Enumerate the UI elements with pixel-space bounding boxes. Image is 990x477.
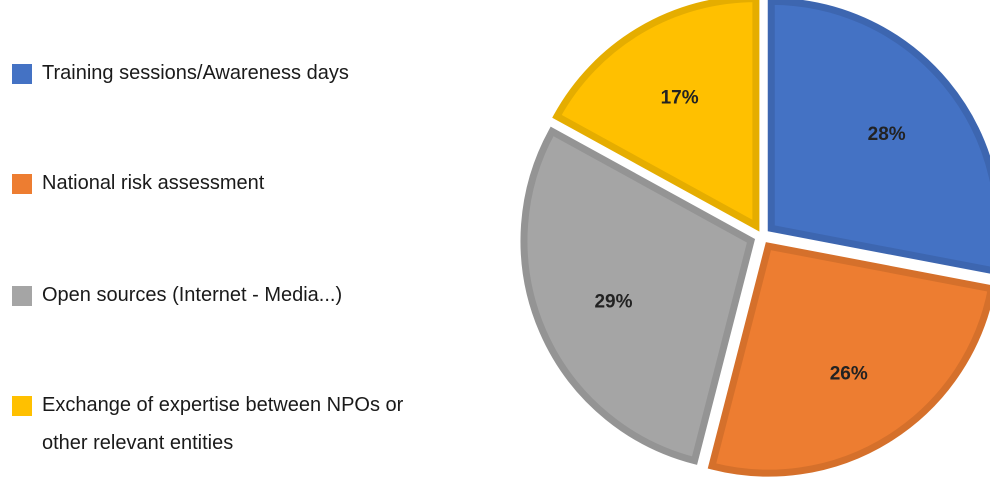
pie-slice-training [767, 0, 990, 274]
data-label-training: 28% [868, 124, 906, 145]
legend-label-exchange: Exchange of expertise between NPOs or ot… [42, 394, 404, 454]
legend-item-national-risk: National risk assessment [12, 170, 264, 202]
data-label-open-sources: 29% [594, 291, 632, 312]
legend-swatch-exchange [12, 396, 32, 416]
pie-slices [520, 0, 990, 477]
legend-label-open-sources: Open sources (Internet - Media...) [42, 284, 343, 306]
legend-item-open-sources: Open sources (Internet - Media...) [12, 282, 342, 314]
pie-slice-exchange [552, 0, 760, 232]
data-label-exchange: 17% [661, 88, 699, 109]
legend-swatch-national-risk [12, 174, 32, 194]
legend-item-training: Training sessions/Awareness days [12, 60, 349, 92]
legend-swatch-open-sources [12, 286, 32, 306]
legend-swatch-training [12, 64, 32, 84]
pie-slice-national-risk [707, 242, 990, 477]
pie-data-labels: 28% 26% 29% 17% [594, 88, 905, 385]
chart-legend: Training sessions/Awareness days Nationa… [12, 0, 482, 477]
legend-item-exchange: Exchange of expertise between NPOs or ot… [12, 392, 442, 462]
legend-label-national-risk: National risk assessment [42, 172, 265, 194]
data-label-national-risk: 26% [830, 364, 868, 385]
legend-label-training: Training sessions/Awareness days [42, 62, 349, 84]
pie-slice-open-sources [520, 126, 756, 465]
